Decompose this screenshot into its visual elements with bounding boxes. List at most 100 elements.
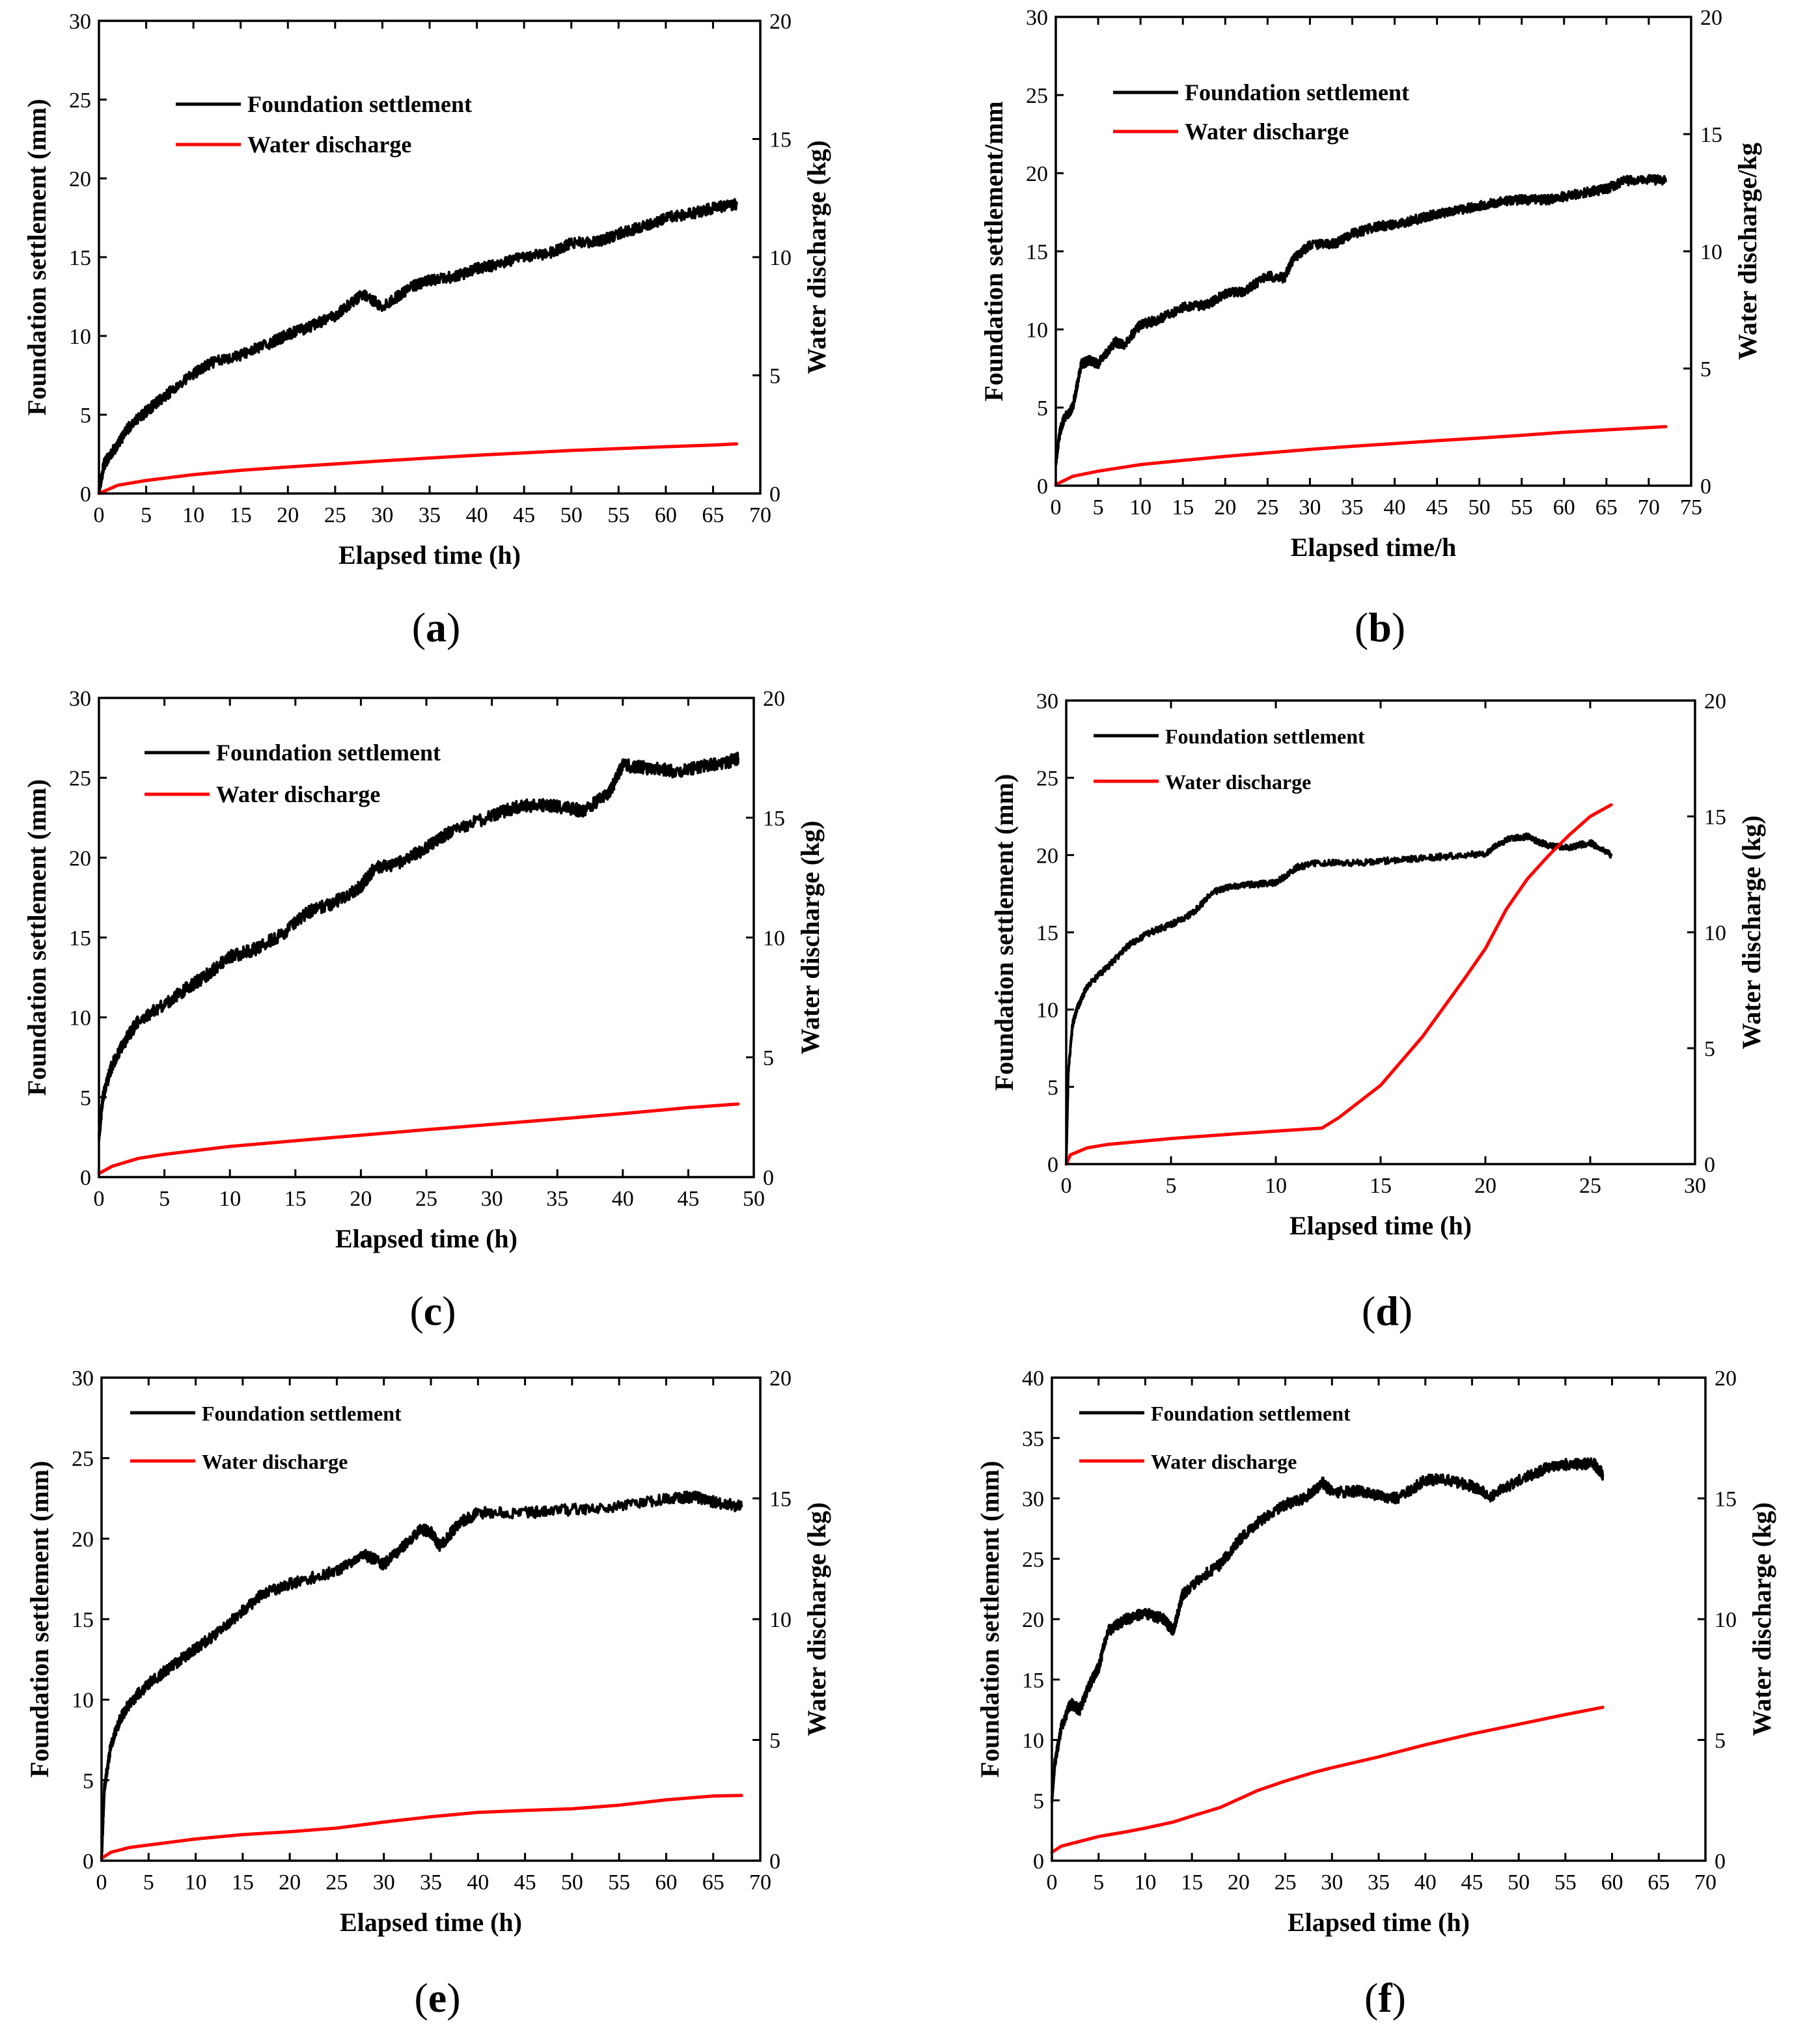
- settlement-series-line: [1055, 174, 1667, 466]
- y-left-axis-title: Foundation settlement (mm): [22, 99, 51, 416]
- x-tick-label: 5: [1093, 1870, 1104, 1895]
- y-left-tick-label: 10: [1022, 1729, 1044, 1753]
- x-tick-label: 65: [702, 503, 724, 527]
- plot-frame: [1065, 699, 1696, 1165]
- panel-caption-letter: a: [426, 604, 447, 650]
- legend-label-discharge: Water discharge: [1151, 1450, 1297, 1473]
- x-tick-label: 65: [702, 1870, 724, 1895]
- y-right-axis-title: Water discharge (kg): [1737, 815, 1766, 1049]
- panel-caption-open: (: [1362, 1288, 1375, 1334]
- x-tick-label: 5: [141, 503, 152, 527]
- discharge-series-line: [1054, 424, 1668, 486]
- panel-caption: (a): [412, 604, 461, 650]
- x-tick-label: 25: [1579, 1174, 1601, 1198]
- y-right-tick-label: 10: [769, 246, 792, 270]
- x-tick-label: 40: [466, 503, 488, 527]
- y-right-tick-label: 0: [769, 482, 780, 507]
- chart-panel-a: 0 5 10 15 20 25 30 35 40 45 50 55 60 65 70051015202530…: [22, 10, 831, 650]
- y-left-tick-label: 10: [72, 1689, 94, 1713]
- y-left-tick-label: 20: [69, 167, 91, 191]
- discharge-series-line: [97, 442, 739, 495]
- y-right-axis-title: Water discharge (kg): [1747, 1502, 1776, 1736]
- y-right-tick-label: 15: [1704, 805, 1726, 829]
- y-left-tick-label: 30: [69, 10, 91, 34]
- y-right-tick-label: 5: [763, 1046, 774, 1070]
- y-right-tick-label: 20: [1704, 689, 1726, 714]
- y-right-tick-label: 15: [1715, 1488, 1737, 1512]
- legend-label-settlement: Foundation settlement: [1151, 1402, 1351, 1425]
- y-left-axis-title: Foundation settlement (mm): [975, 1461, 1004, 1778]
- y-right-axis-title: Water discharge (kg): [802, 140, 831, 374]
- y-right-tick-label: 10: [1704, 921, 1726, 945]
- y-right-tick-label: 15: [763, 807, 785, 831]
- x-axis-title: Elapsed time/h: [1291, 533, 1456, 562]
- y-right-axis-title: Water discharge/kg: [1733, 143, 1762, 360]
- x-tick-label: 5: [1166, 1174, 1177, 1198]
- settlement-series-line: [98, 751, 739, 1141]
- x-tick-label: 35: [419, 503, 441, 527]
- y-right-tick-label: 5: [769, 365, 780, 389]
- y-left-tick-label: 20: [1022, 1608, 1044, 1632]
- x-tick-label: 20: [277, 503, 299, 527]
- x-tick-label: 45: [1426, 495, 1448, 520]
- discharge-series-line: [1064, 803, 1613, 1166]
- y-right-axis-title: Water discharge (kg): [795, 820, 825, 1054]
- x-tick-label: 50: [1508, 1870, 1530, 1895]
- x-tick-label: 25: [324, 503, 346, 527]
- x-tick-label: 30: [1684, 1174, 1706, 1198]
- x-tick-label: 60: [655, 503, 677, 527]
- y-left-tick-label: 25: [72, 1447, 94, 1471]
- discharge-series-line: [1050, 1705, 1605, 1854]
- x-tick-label: 50: [560, 503, 583, 527]
- y-left-tick-label: 15: [1026, 240, 1048, 264]
- x-tick-label: 70: [749, 503, 771, 527]
- chart-panel-c: 0 5 10 15 20 25 30 35 40 45 5005101520253005101520…: [22, 687, 825, 1334]
- y-left-tick-label: 15: [69, 246, 91, 270]
- y-left-tick-label: 25: [1022, 1548, 1044, 1572]
- y-left-tick-label: 5: [83, 1769, 94, 1793]
- y-left-tick-label: 15: [72, 1608, 94, 1632]
- y-left-tick-label: 20: [69, 846, 91, 870]
- x-tick-label: 15: [1181, 1870, 1203, 1895]
- plot-frame: [98, 20, 762, 495]
- y-right-tick-label: 5: [1715, 1729, 1726, 1753]
- y-left-tick-label: 0: [80, 482, 91, 507]
- y-left-tick-label: 20: [72, 1527, 94, 1551]
- y-right-tick-label: 20: [769, 1367, 792, 1391]
- y-left-tick-label: 15: [1036, 921, 1058, 945]
- x-axis-title: Elapsed time (h): [335, 1224, 517, 1253]
- x-tick-label: 10: [182, 503, 204, 527]
- y-left-tick-label: 0: [80, 1166, 91, 1190]
- panel-caption-letter: f: [1378, 1975, 1392, 2021]
- panel-caption-close: ): [442, 1288, 456, 1334]
- panel-caption-letter: e: [428, 1975, 447, 2021]
- y-left-tick-label: 5: [1047, 1076, 1058, 1100]
- panel-caption: (e): [414, 1975, 460, 2021]
- y-left-axis-title: Foundation settlement (mm): [25, 1461, 54, 1778]
- y-right-tick-label: 0: [1715, 1850, 1726, 1874]
- y-right-tick-label: 5: [1700, 357, 1711, 382]
- x-tick-label: 20: [1228, 1870, 1250, 1895]
- plot-frame: [100, 1376, 762, 1862]
- y-right-tick-label: 15: [1700, 123, 1722, 147]
- y-left-tick-label: 5: [1033, 1789, 1044, 1813]
- y-right-tick-label: 5: [1704, 1037, 1715, 1061]
- panel-caption-close: ): [1392, 1975, 1406, 2021]
- legend-label-settlement: Foundation settlement: [216, 740, 441, 766]
- x-tick-label: 0: [1061, 1174, 1072, 1198]
- x-tick-label: 45: [513, 503, 535, 527]
- settlement-series-line: [100, 1490, 743, 1862]
- y-right-tick-label: 15: [769, 1488, 792, 1512]
- chart-panel-d: 0 5 10 15 20 25 3005101520253005101520Elapsed …: [989, 689, 1766, 1334]
- y-right-tick-label: 0: [1700, 475, 1711, 499]
- plot-frame: [1051, 1376, 1707, 1862]
- x-tick-label: 0: [94, 1187, 105, 1211]
- x-tick-label: 75: [1680, 495, 1702, 520]
- x-tick-label: 25: [415, 1187, 437, 1211]
- y-left-axis-title: Foundation settlement (mm): [22, 779, 51, 1096]
- x-tick-label: 10: [1134, 1870, 1156, 1895]
- x-tick-label: 35: [1341, 495, 1363, 520]
- x-tick-label: 10: [1265, 1174, 1287, 1198]
- y-right-tick-label: 20: [769, 10, 792, 34]
